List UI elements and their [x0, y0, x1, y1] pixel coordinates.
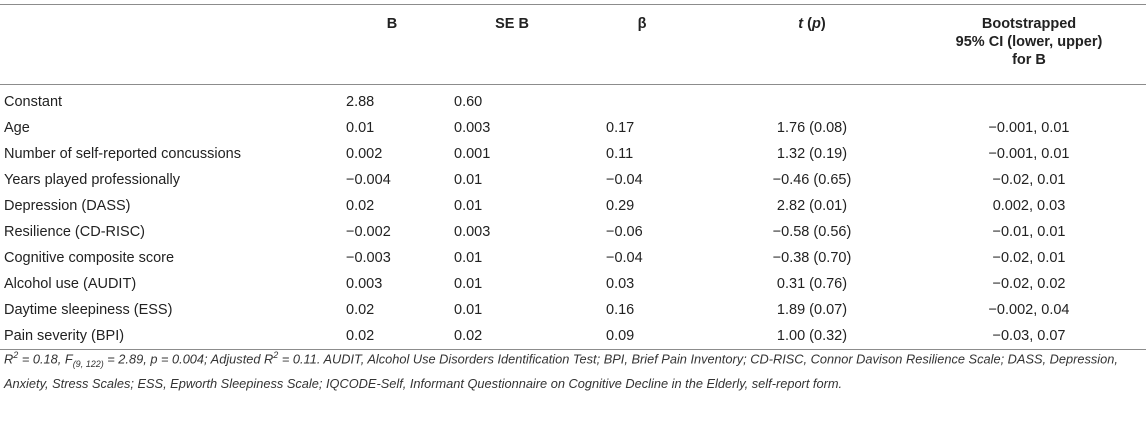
cell-se-b: 0.60	[454, 94, 483, 110]
row-label: Constant	[4, 94, 63, 110]
table-row: Age 0.01 0.003 0.17 1.76 (0.08) −0.001, …	[0, 115, 1146, 141]
cell-t-p: −0.38 (0.70)	[772, 250, 852, 266]
cell-beta: 0.16	[606, 302, 635, 318]
cell-t-p: 0.31 (0.76)	[776, 276, 848, 292]
header-b: B	[386, 16, 398, 32]
row-label: Pain severity (BPI)	[4, 328, 125, 344]
cell-t-p	[712, 85, 912, 116]
cell-b: 0.02	[346, 328, 375, 344]
cell-t-p: −0.58 (0.56)	[772, 224, 852, 240]
cell-se-b: 0.01	[454, 198, 483, 214]
cell-beta: −0.04	[606, 172, 643, 188]
row-label: Age	[4, 120, 30, 136]
cell-ci: −0.01, 0.01	[992, 224, 1066, 240]
cell-beta: −0.04	[606, 250, 643, 266]
row-label: Alcohol use (AUDIT)	[4, 276, 137, 292]
cell-ci: −0.03, 0.07	[992, 328, 1066, 344]
table-footnote: R2 = 0.18, F(9, 122) = 2.89, p = 0.004; …	[4, 350, 1118, 391]
table-row: Constant 2.88 0.60	[0, 85, 1146, 116]
cell-beta: −0.06	[606, 224, 643, 240]
cell-beta: 0.29	[606, 198, 635, 214]
cell-b: 0.02	[346, 198, 375, 214]
cell-t-p: 1.00 (0.32)	[776, 328, 848, 344]
cell-ci: −0.02, 0.02	[992, 276, 1066, 292]
table-row: Number of self-reported concussions 0.00…	[0, 141, 1146, 167]
cell-t-p: 1.89 (0.07)	[776, 302, 848, 318]
cell-se-b: 0.01	[454, 276, 483, 292]
cell-b: 0.01	[346, 120, 375, 136]
table-row: Alcohol use (AUDIT) 0.003 0.01 0.03 0.31…	[0, 271, 1146, 297]
cell-se-b: 0.01	[454, 250, 483, 266]
header-predictor	[0, 5, 332, 85]
table-row: Pain severity (BPI) 0.02 0.02 0.09 1.00 …	[0, 323, 1146, 350]
table-row: Resilience (CD-RISC) −0.002 0.003 −0.06 …	[0, 219, 1146, 245]
header-se-b: SE B	[495, 16, 529, 32]
cell-se-b: 0.02	[454, 328, 483, 344]
row-label: Depression (DASS)	[4, 198, 131, 214]
cell-se-b: 0.003	[454, 120, 491, 136]
cell-t-p: 1.76 (0.08)	[776, 120, 848, 136]
cell-t-p: 1.32 (0.19)	[776, 146, 848, 162]
cell-b: −0.003	[346, 250, 391, 266]
cell-ci: −0.02, 0.01	[992, 250, 1066, 266]
cell-b: 2.88	[346, 94, 375, 110]
cell-b: 0.003	[346, 276, 383, 292]
cell-ci	[912, 85, 1146, 116]
cell-beta: 0.03	[606, 276, 635, 292]
cell-beta: 0.09	[606, 328, 635, 344]
row-label: Cognitive composite score	[4, 250, 175, 266]
header-beta: β	[637, 16, 647, 32]
cell-beta	[572, 85, 712, 116]
table-row: Daytime sleepiness (ESS) 0.02 0.01 0.16 …	[0, 297, 1146, 323]
cell-se-b: 0.01	[454, 172, 483, 188]
cell-ci: −0.002, 0.04	[988, 302, 1070, 318]
row-label: Number of self-reported concussions	[4, 146, 241, 162]
cell-beta: 0.17	[606, 120, 635, 136]
cell-t-p: 2.82 (0.01)	[776, 198, 848, 214]
header-t-p: t (p)	[798, 16, 826, 32]
cell-se-b: 0.01	[454, 302, 483, 318]
cell-ci: −0.001, 0.01	[988, 120, 1070, 136]
cell-b: 0.002	[346, 146, 383, 162]
table-row: Depression (DASS) 0.02 0.01 0.29 2.82 (0…	[0, 193, 1146, 219]
row-label: Daytime sleepiness (ESS)	[4, 302, 173, 318]
cell-b: −0.004	[346, 172, 391, 188]
regression-table: B SE B β t (p) Bootstrapped 95% CI (lowe…	[0, 4, 1146, 350]
cell-se-b: 0.001	[454, 146, 491, 162]
row-label: Resilience (CD-RISC)	[4, 224, 145, 240]
cell-ci: 0.002, 0.03	[992, 198, 1066, 214]
table-row: Years played professionally −0.004 0.01 …	[0, 167, 1146, 193]
header-row: B SE B β t (p) Bootstrapped 95% CI (lowe…	[0, 4, 1146, 85]
header-bootstrapped-ci: Bootstrapped 95% CI (lower, upper) for B	[955, 16, 1103, 68]
cell-beta: 0.11	[606, 146, 634, 162]
cell-ci: −0.001, 0.01	[988, 146, 1070, 162]
row-label: Years played professionally	[4, 172, 180, 188]
table-row: Cognitive composite score −0.003 0.01 −0…	[0, 245, 1146, 271]
cell-ci: −0.02, 0.01	[992, 172, 1066, 188]
cell-t-p: −0.46 (0.65)	[772, 172, 852, 188]
cell-se-b: 0.003	[454, 224, 491, 240]
cell-b: −0.002	[346, 224, 391, 240]
cell-b: 0.02	[346, 302, 375, 318]
